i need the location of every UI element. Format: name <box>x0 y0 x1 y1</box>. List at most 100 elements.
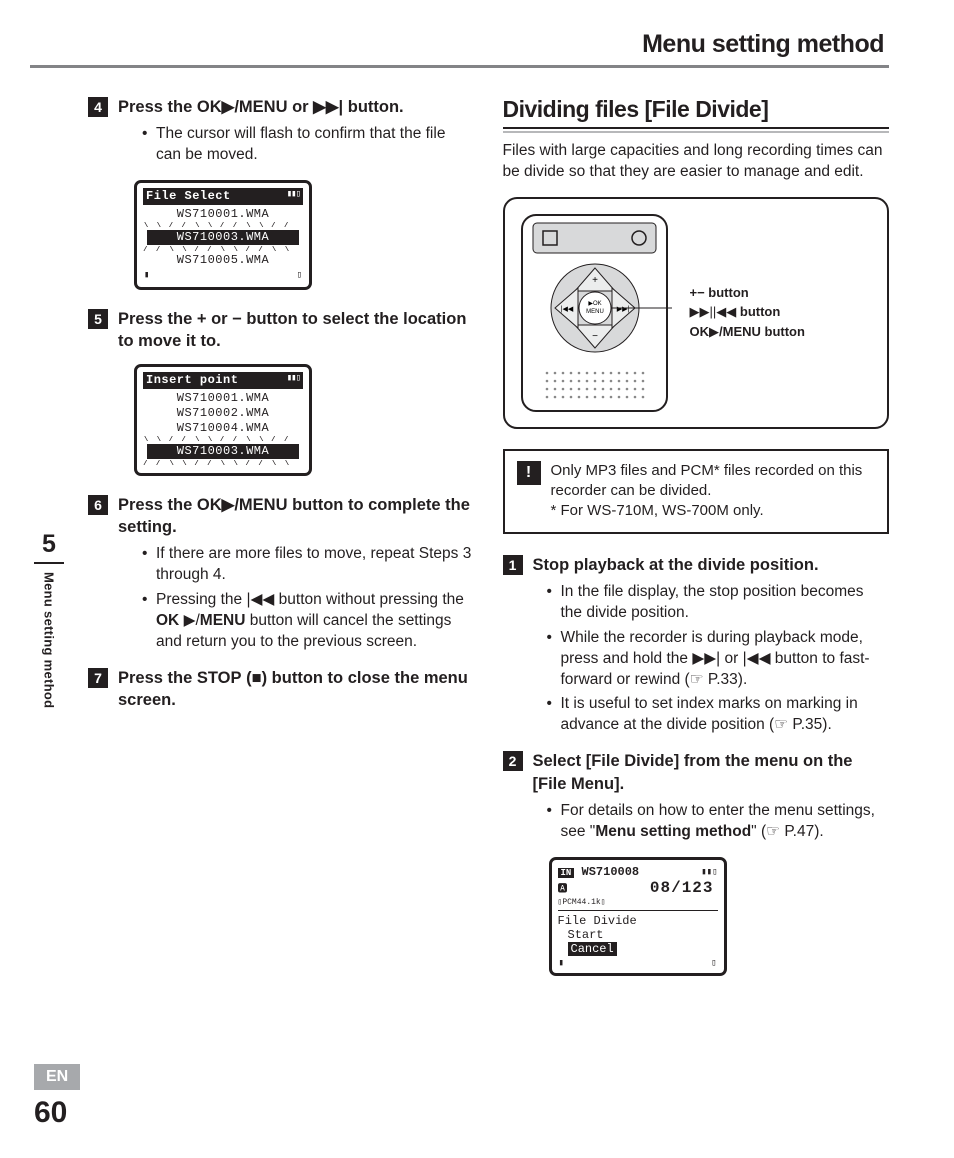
lcd-file-select: File Select ▮▮▯ WS710001.WMA \ \ / / \ \… <box>134 180 312 290</box>
stop-icon: ■ <box>252 669 262 687</box>
lcd-option-selected: Cancel <box>568 942 617 956</box>
lcd-title: File Select <box>146 189 231 204</box>
rewind-start-icon: |◀◀ <box>743 650 771 667</box>
menu-label: /MENU <box>234 98 287 116</box>
step-1-bullets: In the file display, the stop position b… <box>547 582 890 736</box>
step-number: 4 <box>88 97 108 117</box>
flash-marks: / / \ \ / / \ \ / / \ \ <box>143 246 303 253</box>
chapter-label: Menu setting method <box>42 572 57 708</box>
bullet: For details on how to enter the menu set… <box>547 801 890 843</box>
lcd-option: Start <box>558 928 718 942</box>
device-diagram: ▶OK MENU + − |◀◀ ▶▶| +− button ▶▶||◀◀ bu <box>503 197 890 429</box>
ok-label: OK <box>197 496 222 514</box>
note-line: * For WS-710M, WS-700M only. <box>551 501 876 521</box>
menu-label: /MENU <box>234 496 287 514</box>
step-5: 5 Press the + or − button to select the … <box>88 308 475 353</box>
lcd-line: WS710001.WMA <box>143 207 303 222</box>
format-badge: ▯PCM44.1k▯ <box>558 897 718 907</box>
t: button without pressing the <box>274 591 464 608</box>
section-heading: Dividing files [File Divide] <box>503 96 890 129</box>
rewind-start-icon: |◀◀ <box>246 591 274 608</box>
lcd-counter: 08/123 <box>650 879 718 897</box>
step-4: 4 Press the OK▶/MENU or ▶▶| button. <box>88 96 475 118</box>
svg-text:|◀◀: |◀◀ <box>560 306 573 313</box>
step-6-bullets: If there are more files to move, repeat … <box>142 544 475 653</box>
ok-label: OK <box>156 612 179 629</box>
lcd-footer: ▮▯ <box>143 268 303 281</box>
t: ( <box>242 669 252 687</box>
play-icon: ▶ <box>709 324 719 339</box>
flash-marks: \ \ / / \ \ / / \ \ / / <box>143 222 303 229</box>
t: button. <box>343 98 403 116</box>
recorder-illustration: ▶OK MENU + − |◀◀ ▶▶| <box>517 213 672 413</box>
step-4-bullets: The cursor will flash to confirm that th… <box>142 124 475 166</box>
lcd-file-divide: IN WS710008 ▮▮▯ 🅰 08/123 ▯PCM44.1k▯ File… <box>549 857 727 976</box>
step-number: 5 <box>88 309 108 329</box>
svg-text:MENU: MENU <box>586 309 604 315</box>
step-2: 2 Select [File Divide] from the menu on … <box>503 750 890 795</box>
bullet: If there are more files to move, repeat … <box>142 544 475 586</box>
ok-label: OK <box>690 324 710 339</box>
folder-icon: 🅰 <box>558 880 568 896</box>
step-number: 7 <box>88 668 108 688</box>
svg-text:▶▶|: ▶▶| <box>616 306 629 313</box>
header-rule <box>30 65 889 68</box>
note-text: Only MP3 files and PCM* files recorded o… <box>551 461 876 522</box>
fast-forward-end-icon: ▶▶| <box>692 650 720 667</box>
lcd-footer: ▮▯ <box>558 956 718 968</box>
battery-icon: ▮▮▯ <box>287 189 300 204</box>
left-column: 4 Press the OK▶/MENU or ▶▶| button. The … <box>30 96 475 976</box>
play-icon: ▶ <box>222 98 235 116</box>
step-5-text: Press the + or − button to select the lo… <box>118 308 475 353</box>
t: Select [ <box>533 752 592 770</box>
menu-label: /MENU button <box>719 324 805 339</box>
ff-rw-label: button <box>740 304 780 319</box>
step-2-bullets: For details on how to enter the menu set… <box>547 801 890 843</box>
bullet: The cursor will flash to confirm that th… <box>142 124 475 166</box>
side-tab: 5 Menu setting method <box>34 530 64 708</box>
lcd-menu-title: File Divide <box>558 914 718 928</box>
language-badge: EN <box>34 1064 80 1090</box>
t: or <box>288 98 314 116</box>
rewind-start-icon: |◀◀ <box>713 304 736 319</box>
lcd-title-bar: File Select ▮▮▯ <box>143 188 303 205</box>
t: ) <box>262 669 272 687</box>
stop-label: STOP <box>197 669 242 687</box>
svg-text:−: − <box>592 331 598 342</box>
step-6: 6 Press the OK▶/MENU button to complete … <box>88 494 475 539</box>
step-6-text: Press the OK▶/MENU button to complete th… <box>118 494 475 539</box>
ok-label: OK <box>197 98 222 116</box>
alert-icon: ! <box>517 461 541 485</box>
svg-text:▶OK: ▶OK <box>588 301 601 307</box>
svg-text:+: + <box>592 275 598 286</box>
lcd-header: IN WS710008 ▮▮▯ <box>558 865 718 879</box>
t: " (☞ P.47). <box>751 823 824 840</box>
plus-minus-label: +− button <box>690 285 749 300</box>
ref-bold: Menu setting method <box>595 823 751 840</box>
file-menu-label: File Menu <box>538 775 614 793</box>
bullet: Pressing the |◀◀ button without pressing… <box>142 590 475 653</box>
lcd-title-bar: Insert point ▮▮▯ <box>143 372 303 389</box>
page-number: 60 <box>34 1096 80 1130</box>
lcd-insert-point: Insert point ▮▮▯ WS710001.WMA WS710002.W… <box>134 364 312 475</box>
t: or <box>720 650 742 667</box>
device-callouts: +− button ▶▶||◀◀ button OK▶/MENU button <box>690 213 876 342</box>
flash-marks: \ \ / / \ \ / / \ \ / / <box>143 436 303 443</box>
in-badge: IN <box>558 868 575 878</box>
page-footer: EN 60 <box>34 1064 80 1130</box>
note-box: ! Only MP3 files and PCM* files recorded… <box>503 449 890 534</box>
t: Press the <box>118 496 197 514</box>
flash-marks: / / \ \ / / \ \ / / \ \ <box>143 460 303 467</box>
lcd-line: WS710002.WMA <box>143 406 303 421</box>
lcd-line: WS710004.WMA <box>143 421 303 436</box>
section-intro: Files with large capacities and long rec… <box>503 141 890 183</box>
chapter-number: 5 <box>34 530 64 564</box>
bullet: In the file display, the stop position b… <box>547 582 890 624</box>
page-header-title: Menu setting method <box>30 30 889 65</box>
step-7-text: Press the STOP (■) button to close the m… <box>118 667 475 712</box>
fast-forward-end-icon: ▶▶| <box>313 98 343 116</box>
fast-forward-end-icon: ▶▶| <box>690 304 713 319</box>
play-icon: ▶ <box>222 496 235 514</box>
t: Press the <box>118 98 197 116</box>
bullet: It is useful to set index marks on marki… <box>547 694 890 736</box>
